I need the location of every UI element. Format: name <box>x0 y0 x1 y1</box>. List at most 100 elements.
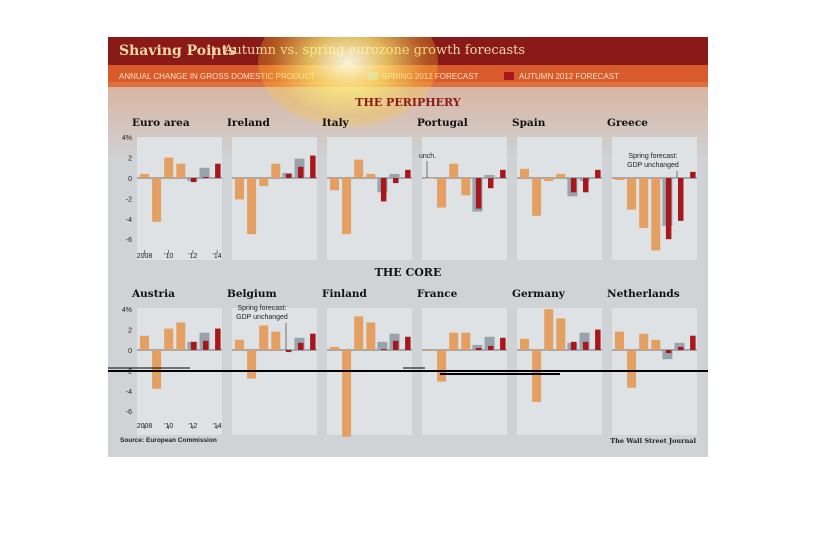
y-tick-label: -2 <box>126 196 132 203</box>
actual-bar <box>271 331 281 350</box>
autumn-bar <box>678 346 684 350</box>
actual-bar <box>152 350 162 389</box>
autumn-bar <box>203 340 209 350</box>
actual-bar <box>532 350 542 403</box>
autumn-bar <box>570 341 577 350</box>
y-tick-label: -6 <box>126 237 132 244</box>
actual-bar <box>639 178 649 228</box>
autumn-bar <box>215 163 221 178</box>
autumn-bar <box>583 341 589 350</box>
autumn-bar <box>595 329 601 350</box>
autumn-bar <box>310 333 316 350</box>
y-tick-label: 0 <box>128 348 132 355</box>
autumn-bar <box>310 155 316 178</box>
country-title: Euro area <box>132 117 190 129</box>
autumn-bar <box>190 178 197 183</box>
country-title: Spain <box>512 117 546 129</box>
autumn-bar <box>405 336 411 350</box>
country-title: Austria <box>131 288 175 300</box>
spring-bar <box>579 332 590 350</box>
y-tick-label: 2 <box>128 328 132 335</box>
x-tick-label: '10 <box>164 423 173 430</box>
country-panel <box>612 308 697 435</box>
spring-bar <box>199 167 210 178</box>
autumn-bar <box>203 176 209 178</box>
autumn-bar <box>285 350 292 353</box>
credit-note: The Wall Street Journal <box>610 437 696 445</box>
x-tick-label: '12 <box>188 253 197 260</box>
spring-bar <box>472 344 483 350</box>
actual-bar <box>342 178 352 235</box>
y-tick-label: 2 <box>128 156 132 163</box>
actual-bar <box>164 328 174 350</box>
annotation-greece: Spring forecast: <box>628 153 677 160</box>
autumn-bar <box>298 166 304 178</box>
actual-bar <box>259 325 269 350</box>
actual-bar <box>627 178 637 210</box>
actual-bar <box>449 332 459 350</box>
autumn-bar <box>215 328 221 350</box>
x-tick-label: '14 <box>213 253 222 260</box>
actual-bar <box>176 163 186 178</box>
country-title: Ireland <box>227 117 271 129</box>
actual-bar <box>532 178 542 216</box>
country-title: Greece <box>607 117 648 129</box>
actual-bar <box>556 318 566 350</box>
country-title: Portugal <box>417 117 468 129</box>
y-tick-label: 0 <box>128 176 132 183</box>
actual-bar <box>425 178 434 179</box>
autumn-bar <box>393 340 399 350</box>
autumn-bar <box>690 335 696 350</box>
country-panel <box>422 308 507 435</box>
source-note: Source: European Commission <box>120 437 217 444</box>
annotation-belgium: GDP unchanged <box>236 314 288 321</box>
actual-bar <box>247 350 257 379</box>
section-periphery: THE PERIPHERY <box>355 96 461 109</box>
country-panel <box>232 137 317 260</box>
actual-bar <box>544 309 554 350</box>
actual-bar <box>342 350 352 437</box>
y-tick-label: 4% <box>122 307 132 314</box>
actual-bar <box>354 316 364 350</box>
actual-bar <box>330 346 339 350</box>
annotation-belgium: Spring forecast: <box>237 305 286 312</box>
legend-description: ANNUAL CHANGE IN GROSS DOMESTIC PRODUCT <box>119 72 316 81</box>
actual-bar <box>152 178 162 222</box>
x-tick-label: '12 <box>188 423 197 430</box>
country-title: Finland <box>322 288 368 300</box>
spring-bar <box>484 336 495 350</box>
country-panel <box>517 137 602 260</box>
autumn-bar <box>380 348 387 350</box>
actual-bar <box>164 157 174 178</box>
autumn-bar <box>500 337 506 350</box>
autumn-bar <box>488 178 494 189</box>
actual-bar <box>520 338 529 350</box>
y-tick-label: -4 <box>126 389 132 396</box>
actual-bar <box>271 163 281 178</box>
country-title: Italy <box>322 117 350 129</box>
autumn-bar <box>405 169 411 178</box>
legend-autumn-label: AUTUMN 2012 FORECAST <box>519 72 620 81</box>
spring-bar <box>662 350 673 360</box>
autumn-bar <box>500 169 506 178</box>
actual-bar <box>627 350 637 388</box>
autumn-bar <box>583 178 589 193</box>
y-tick-label: -2 <box>126 368 132 375</box>
autumn-bar <box>678 178 684 221</box>
country-panel <box>137 137 222 260</box>
autumn-bar <box>393 178 399 184</box>
spring-bar <box>377 341 388 350</box>
country-title: Belgium <box>227 288 277 300</box>
country-panel <box>422 137 507 260</box>
actual-bar <box>176 322 186 350</box>
actual-bar <box>259 178 269 187</box>
actual-bar <box>140 173 149 178</box>
spring-bar <box>484 174 495 178</box>
x-tick-label: 2008 <box>137 423 153 430</box>
autumn-bar <box>285 173 292 178</box>
x-tick-label: '10 <box>164 253 173 260</box>
actual-bar <box>520 168 529 178</box>
actual-bar <box>354 159 364 178</box>
chart-figure: Shaving Points | Autumn vs. spring euroz… <box>108 37 708 457</box>
autumn-bar <box>488 345 494 350</box>
